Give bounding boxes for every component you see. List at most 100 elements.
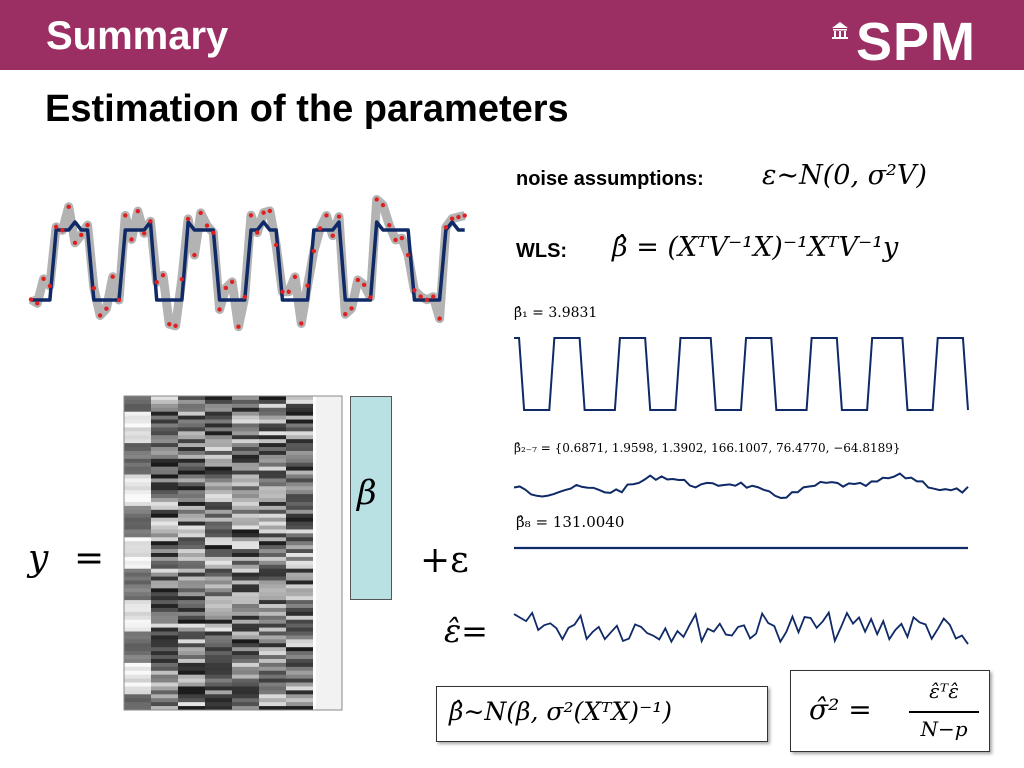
design-matrix <box>123 395 343 711</box>
data-point <box>405 252 411 258</box>
data-point <box>229 279 235 285</box>
data-point <box>261 210 266 215</box>
building-icon <box>832 22 848 39</box>
beta-distribution-formula: β̂∼N(β, σ²(XᵀX)⁻¹) <box>449 697 673 726</box>
data-point <box>154 279 159 285</box>
wls-formula: β̂ = (XᵀV⁻¹X)⁻¹XᵀV⁻¹y <box>612 232 899 263</box>
data-point <box>110 274 115 279</box>
data-point <box>66 204 71 210</box>
data-point <box>292 274 298 280</box>
noise-formula: ε∼N(0, σ²V) <box>762 160 927 191</box>
data-point <box>437 316 442 321</box>
beta-symbol: β <box>357 473 377 513</box>
beta2-7-estimates: β̂₂₋₇ = {0.6871, 1.9598, 1.3902, 166.100… <box>514 441 901 455</box>
data-point <box>374 197 379 202</box>
data-point <box>286 289 291 294</box>
data-point <box>129 237 134 242</box>
data-point <box>72 240 78 246</box>
residual-line <box>513 610 969 645</box>
data-point <box>311 248 317 254</box>
sigma-lhs: σ̂² = <box>809 693 872 726</box>
logo-text: SPM <box>856 12 977 72</box>
data-point <box>305 283 310 288</box>
data-point <box>361 282 367 288</box>
data-point <box>248 213 254 218</box>
nuisance-line <box>513 472 969 499</box>
sigma-denominator: N−p <box>920 717 968 741</box>
beta8-estimate: β̂₈ = 131.0040 <box>516 513 625 531</box>
data-point <box>116 297 122 303</box>
data-point <box>343 312 348 317</box>
data-point <box>97 313 103 318</box>
noise-label: noise assumptions: <box>516 168 704 190</box>
data-point <box>47 283 53 289</box>
beta1-estimate: β̂₁ = 3.9831 <box>514 305 598 321</box>
regressor-1-line <box>514 337 969 411</box>
data-point <box>198 210 203 216</box>
header-banner: Summary SPM <box>0 0 1024 72</box>
data-point <box>211 230 216 235</box>
data-point <box>104 306 109 311</box>
data-point <box>85 222 90 228</box>
equals-sign: = <box>74 538 105 579</box>
data-point <box>242 294 247 300</box>
data-point <box>324 213 329 218</box>
data-point <box>399 235 405 241</box>
beta-vector: β <box>350 396 392 600</box>
data-point <box>204 223 210 228</box>
residual-label: ε̂= <box>444 612 488 650</box>
slide-section-title: Summary <box>46 14 229 58</box>
data-point <box>412 288 417 293</box>
data-point <box>336 214 342 219</box>
constant-regressor-line <box>514 546 968 550</box>
timecourse-plot <box>28 194 467 332</box>
data-point <box>267 208 273 214</box>
data-point <box>185 216 191 222</box>
data-point <box>35 301 40 306</box>
data-point <box>173 323 178 329</box>
data-point <box>60 228 65 233</box>
regressor-1-curve <box>514 337 969 411</box>
page-title: Estimation of the parameters <box>45 88 569 130</box>
wls-label: WLS: <box>516 240 568 262</box>
data-point <box>424 297 430 302</box>
data-point <box>380 202 386 208</box>
data-point <box>387 222 392 228</box>
fraction-bar <box>909 711 979 713</box>
beta-distribution-box: β̂∼N(β, σ²(XᵀX)⁻¹) <box>436 686 768 742</box>
model-fit-line <box>31 220 465 302</box>
data-point <box>123 213 128 218</box>
data-point <box>167 321 172 327</box>
data-point <box>462 213 467 218</box>
data-point <box>148 219 153 224</box>
data-point <box>223 285 229 291</box>
sigma-numerator: ε̂ᵀε̂ <box>929 679 959 703</box>
spm-logo: SPM <box>830 12 1010 72</box>
data-point <box>449 216 455 221</box>
data-point <box>273 242 279 248</box>
data-point <box>179 276 185 282</box>
data-point <box>236 324 241 329</box>
y-symbol: y <box>28 538 49 579</box>
data-point <box>91 285 97 291</box>
data-point <box>368 295 373 300</box>
data-point <box>192 252 197 258</box>
data-point <box>355 277 361 283</box>
data-point <box>160 273 166 278</box>
data-point <box>443 225 449 230</box>
data-point <box>28 297 34 302</box>
data-point <box>456 214 461 220</box>
nuisance-regressors-curve <box>513 472 969 499</box>
data-point <box>299 321 304 326</box>
sigma-estimate-box: σ̂² = ε̂ᵀε̂ N−p <box>790 670 990 752</box>
residual-curve <box>513 610 969 645</box>
data-point <box>141 231 147 236</box>
data-point <box>135 208 141 214</box>
data-point <box>317 226 323 231</box>
data-point <box>418 294 423 299</box>
data-point <box>349 306 354 311</box>
data-point <box>280 289 285 295</box>
plus-epsilon: +ε <box>420 540 469 581</box>
data-point <box>79 232 84 238</box>
data-point <box>431 294 436 299</box>
